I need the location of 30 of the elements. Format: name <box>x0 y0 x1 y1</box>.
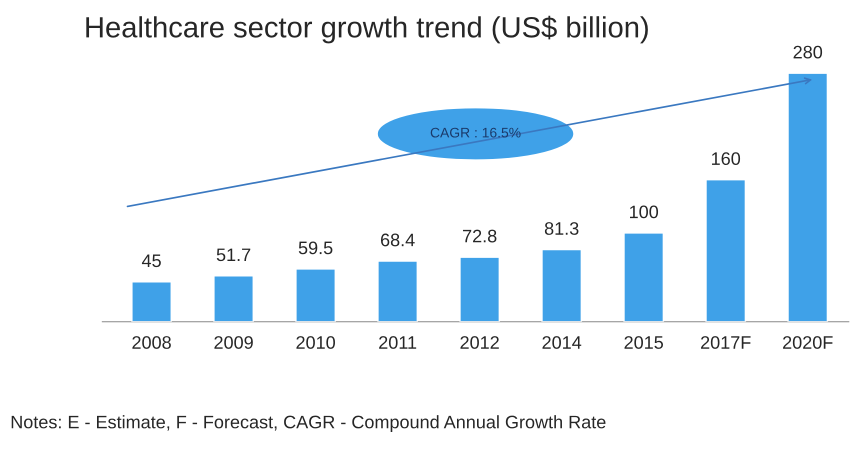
data-label: 280 <box>794 46 822 58</box>
annotation: CAGR : 16.5% <box>430 128 521 138</box>
x-tick-label: 2009 <box>214 336 253 349</box>
chart-title: Healthcare sector growth trend (US$ billion) <box>86 16 648 44</box>
bar <box>787 72 828 322</box>
data-label: 51.7 <box>216 248 250 262</box>
bar <box>295 268 336 322</box>
bar <box>541 248 582 322</box>
x-tick-label: 2010 <box>296 336 335 349</box>
x-tick-label: 2020F <box>783 336 833 349</box>
text: Notes: E - Estimate, F - Forecast, CAGR - Compound Annual Growth Rate <box>12 415 606 432</box>
data-label: 45 <box>142 254 161 268</box>
x-tick-label: 2015 <box>624 336 664 349</box>
x-tick-label: 2011 <box>379 336 416 349</box>
bar <box>131 281 172 322</box>
bar <box>213 275 254 322</box>
x-tick-label: 2012 <box>460 336 499 349</box>
bar <box>705 179 746 322</box>
x-tick-label: 2008 <box>132 336 171 349</box>
data-label: 72.8 <box>463 230 496 242</box>
bar <box>377 260 418 322</box>
bar <box>459 256 500 322</box>
x-tick-label: 2017F <box>701 336 751 349</box>
data-label: 59.5 <box>298 241 332 254</box>
data-label: 68.4 <box>380 234 415 246</box>
bar <box>623 232 664 322</box>
data-label: 100 <box>630 206 658 218</box>
data-label: 81.3 <box>544 222 578 235</box>
data-label: 160 <box>712 152 740 166</box>
x-tick-label: 2014 <box>542 336 582 349</box>
